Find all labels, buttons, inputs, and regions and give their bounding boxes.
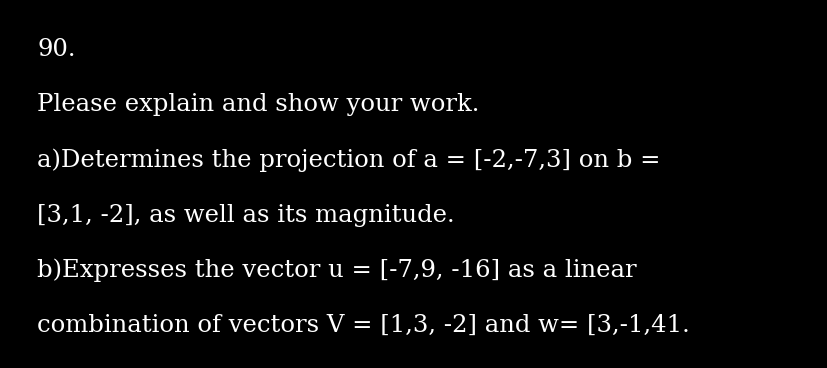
Text: b)Expresses the vector u = [-7,9, -16] as a linear: b)Expresses the vector u = [-7,9, -16] a…	[37, 259, 636, 282]
Text: [3,1, -2], as well as its magnitude.: [3,1, -2], as well as its magnitude.	[37, 204, 454, 227]
Text: 90.: 90.	[37, 38, 75, 61]
Text: combination of vectors V = [1,3, -2] and w= [3,-1,41.: combination of vectors V = [1,3, -2] and…	[37, 314, 689, 337]
Text: Please explain and show your work.: Please explain and show your work.	[37, 93, 479, 116]
Text: a)Determines the projection of a = [-2,-7,3] on b =: a)Determines the projection of a = [-2,-…	[37, 148, 660, 172]
